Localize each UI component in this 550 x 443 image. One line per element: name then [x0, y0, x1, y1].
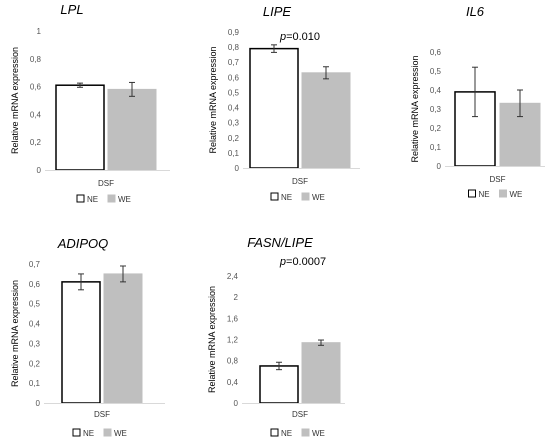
y-tick-label: 0,5 [29, 300, 41, 309]
chart-lpl: LPL 0 0,2 0,4 0,6 0,8 1 Relative mRNA expressio… [10, 2, 170, 204]
bar-ne [259, 365, 299, 404]
legend-label-ne: NE [281, 429, 292, 438]
bar-we [107, 88, 157, 171]
y-tick-label: 0,7 [29, 260, 41, 269]
x-category-label: DSF [292, 410, 308, 419]
y-tick-label: 0,1 [29, 379, 41, 388]
legend-label-we: WE [312, 193, 325, 202]
y-tick-label: 0,5 [430, 67, 442, 76]
y-tick-label: 0,3 [228, 119, 240, 128]
p-value-annotation: p=0.010 [279, 31, 320, 43]
y-tick-label: 0,2 [228, 134, 240, 143]
y-tick-label: 2 [234, 293, 239, 302]
x-category-label: DSF [98, 179, 114, 188]
chart-il6: IL6 0 0,1 0,2 0,3 0,4 0,5 0,6 Relative mRNA expr… [410, 4, 545, 199]
y-tick-label: 0,1 [430, 143, 442, 152]
bar-ne [249, 47, 299, 169]
y-tick-label: 0,6 [430, 48, 442, 57]
bar-ne [55, 84, 105, 171]
legend-label-ne: NE [83, 429, 94, 438]
y-tick-label: 0,6 [228, 73, 240, 82]
y-tick-label: 0,2 [29, 359, 41, 368]
legend-label-we: WE [312, 429, 325, 438]
p-value-annotation: p=0.0007 [279, 256, 326, 268]
legend-label-we: WE [114, 429, 127, 438]
bar-we [301, 342, 341, 404]
y-tick-label: 0,2 [430, 124, 442, 133]
y-tick-label: 0,9 [228, 28, 240, 37]
legend-swatch-ne [72, 428, 81, 437]
bar-ne [61, 281, 101, 404]
legend-label-we: WE [118, 195, 131, 204]
legend-swatch-ne [270, 192, 279, 201]
y-tick-label: 0,4 [227, 378, 239, 387]
legend-swatch-we [301, 192, 310, 201]
legend-swatch-we [301, 428, 310, 437]
chart-fasn-lipe: FASN/LIPE p=0.0007 0 0,4 0,8 1,2 1,6 2 2,4 Relati… [207, 235, 345, 438]
legend-label-we: WE [510, 190, 523, 199]
chart-title: LIPE [263, 4, 292, 19]
y-tick-label: 0,7 [228, 58, 240, 67]
x-category-label: DSF [490, 175, 506, 184]
y-tick-label: 0 [234, 399, 239, 408]
y-tick-label: 0,8 [30, 55, 42, 64]
chart-title: LPL [60, 2, 83, 17]
chart-lipe: LIPE p=0.010 0 0,1 0,2 0,3 0,4 0,5 0,6 0,7 0,8 0,9 R… [208, 4, 360, 202]
legend-swatch-we [499, 189, 507, 198]
y-tick-label: 0,5 [228, 88, 240, 97]
y-tick-label: 0,3 [430, 105, 442, 114]
y-axis-label: Relative mRNA expression [10, 47, 20, 154]
y-tick-label: 0,4 [30, 110, 42, 119]
y-tick-label: 0,8 [227, 357, 239, 366]
y-tick-label: 0,1 [228, 149, 240, 158]
bar-we [499, 102, 541, 167]
y-tick-label: 1,6 [227, 314, 239, 323]
y-tick-label: 1 [37, 27, 42, 36]
legend-swatch-ne [270, 428, 279, 437]
y-tick-label: 0,6 [30, 83, 42, 92]
legend-label-ne: NE [87, 195, 98, 204]
chart-title: IL6 [466, 4, 485, 19]
y-tick-label: 1,2 [227, 336, 239, 345]
y-axis-label: Relative mRNA expression [10, 280, 20, 387]
x-category-label: DSF [292, 177, 308, 186]
y-tick-label: 0,4 [430, 86, 442, 95]
y-tick-label: 0,8 [228, 43, 240, 52]
y-tick-label: 0,4 [228, 104, 240, 113]
y-tick-label: 0 [437, 162, 442, 171]
y-tick-label: 0,3 [29, 339, 41, 348]
legend-swatch-we [103, 428, 112, 437]
bar-we [103, 273, 143, 404]
y-tick-label: 0,6 [29, 280, 41, 289]
y-tick-label: 0,2 [30, 138, 42, 147]
legend-label-ne: NE [479, 190, 490, 199]
legend-label-ne: NE [281, 193, 292, 202]
y-tick-label: 0 [37, 166, 42, 175]
legend-swatch-ne [468, 189, 476, 198]
y-axis-label: Relative mRNA expression [207, 286, 217, 393]
y-tick-label: 0 [36, 399, 41, 408]
chart-adipoq: ADIPOQ 0 0,1 0,2 0,3 0,4 0,5 0,6 0,7 Relative mRN… [10, 236, 165, 438]
bar-we [301, 72, 351, 169]
y-tick-label: 2,4 [227, 272, 239, 281]
y-axis-label: Relative mRNA expression [410, 55, 420, 162]
chart-title: ADIPOQ [57, 236, 109, 251]
legend-swatch-ne [76, 194, 85, 203]
y-axis-label: Relative mRNA expression [208, 46, 218, 153]
chart-title: FASN/LIPE [247, 235, 313, 250]
x-category-label: DSF [94, 410, 110, 419]
y-tick-label: 0,4 [29, 320, 41, 329]
legend-swatch-we [107, 194, 116, 203]
y-tick-label: 0 [235, 164, 240, 173]
